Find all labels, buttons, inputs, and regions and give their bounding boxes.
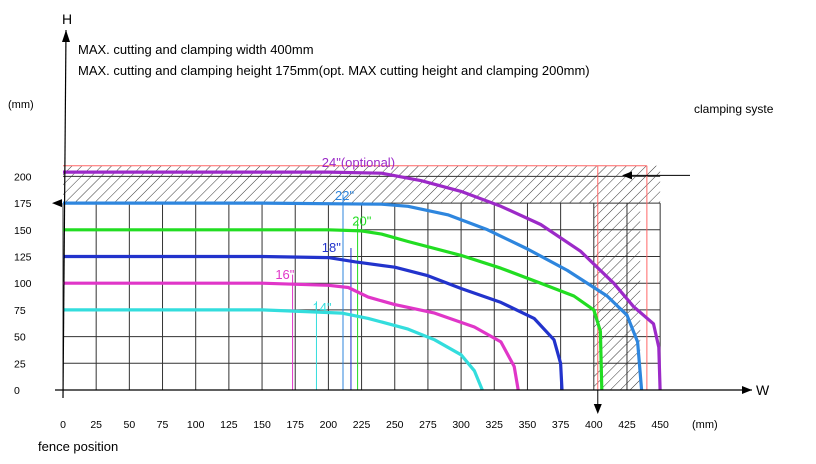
- series-line: [63, 281, 520, 391]
- series-line: [63, 201, 644, 391]
- height-limit-arrow: [52, 199, 62, 208]
- title-line-1: MAX. cutting and clamping width 400mm: [78, 42, 314, 57]
- x-tick-label: 125: [220, 419, 238, 431]
- x-tick-label: 450: [651, 419, 669, 431]
- width-limit-arrow: [593, 404, 602, 414]
- series-line: [63, 254, 564, 391]
- y-tick-label: 175: [14, 198, 32, 210]
- series-label: 16": [275, 267, 294, 282]
- x-tick-label: 375: [552, 419, 570, 431]
- x-tick-label: 175: [286, 419, 304, 431]
- y-tick-label: 125: [14, 252, 32, 264]
- title-line-2: MAX. cutting and clamping height 175mm(o…: [78, 63, 590, 78]
- x-tick-label: 25: [90, 419, 102, 431]
- x-unit-label: (mm): [692, 419, 718, 431]
- x-tick-label: 50: [124, 419, 136, 431]
- series-line: [63, 170, 662, 391]
- x-tick-label: 75: [157, 419, 169, 431]
- x-tick-label: 200: [320, 419, 338, 431]
- series-line: [63, 228, 604, 391]
- series-label: 24"(optional): [322, 155, 395, 170]
- clamping-label: clamping syste: [694, 102, 774, 116]
- axis-layer: 0 25 50 75 100 125 150 175 200 225 250 275 300 325 350…: [14, 29, 752, 431]
- x-axis-title: fence position: [38, 439, 118, 454]
- y-axis-line: [62, 29, 67, 399]
- series-label: 22": [335, 188, 354, 203]
- y-axis-letter: H: [62, 11, 72, 27]
- x-tick-label: 225: [353, 419, 371, 431]
- x-tick-label: 100: [187, 419, 205, 431]
- series-label: 14": [312, 300, 331, 315]
- y-tick-label: 200: [14, 171, 32, 183]
- y-tick-label: 150: [14, 225, 32, 237]
- y-tick-label: 75: [14, 305, 26, 317]
- x-tick-label: 425: [618, 419, 636, 431]
- x-tick-label: 300: [452, 419, 470, 431]
- x-tick-label: 250: [386, 419, 404, 431]
- y-unit-label: (mm): [8, 99, 34, 111]
- clamping-pointer-arrow: [622, 171, 632, 180]
- x-tick-label: 275: [419, 419, 437, 431]
- series-layer: 24"(optional) 22" 20" 18" 16" 14": [63, 155, 662, 391]
- x-tick-label: 400: [585, 419, 603, 431]
- x-axis-arrow: [742, 386, 752, 394]
- y-axis-arrow: [62, 30, 70, 42]
- y-tick-label: 25: [14, 358, 26, 370]
- x-tick-label: 325: [486, 419, 504, 431]
- series-line: [63, 308, 484, 391]
- series-label: 18": [322, 240, 341, 255]
- x-axis-letter: W: [756, 382, 770, 398]
- series-label: 20": [352, 214, 371, 229]
- x-tick-label: 150: [253, 419, 271, 431]
- x-tick-label: 350: [519, 419, 537, 431]
- x-tick-label: 0: [60, 419, 66, 431]
- y-tick-label: 0: [14, 385, 20, 397]
- y-tick-label: 50: [14, 332, 26, 344]
- y-tick-label: 100: [14, 278, 32, 290]
- boundary-layer: [63, 165, 648, 390]
